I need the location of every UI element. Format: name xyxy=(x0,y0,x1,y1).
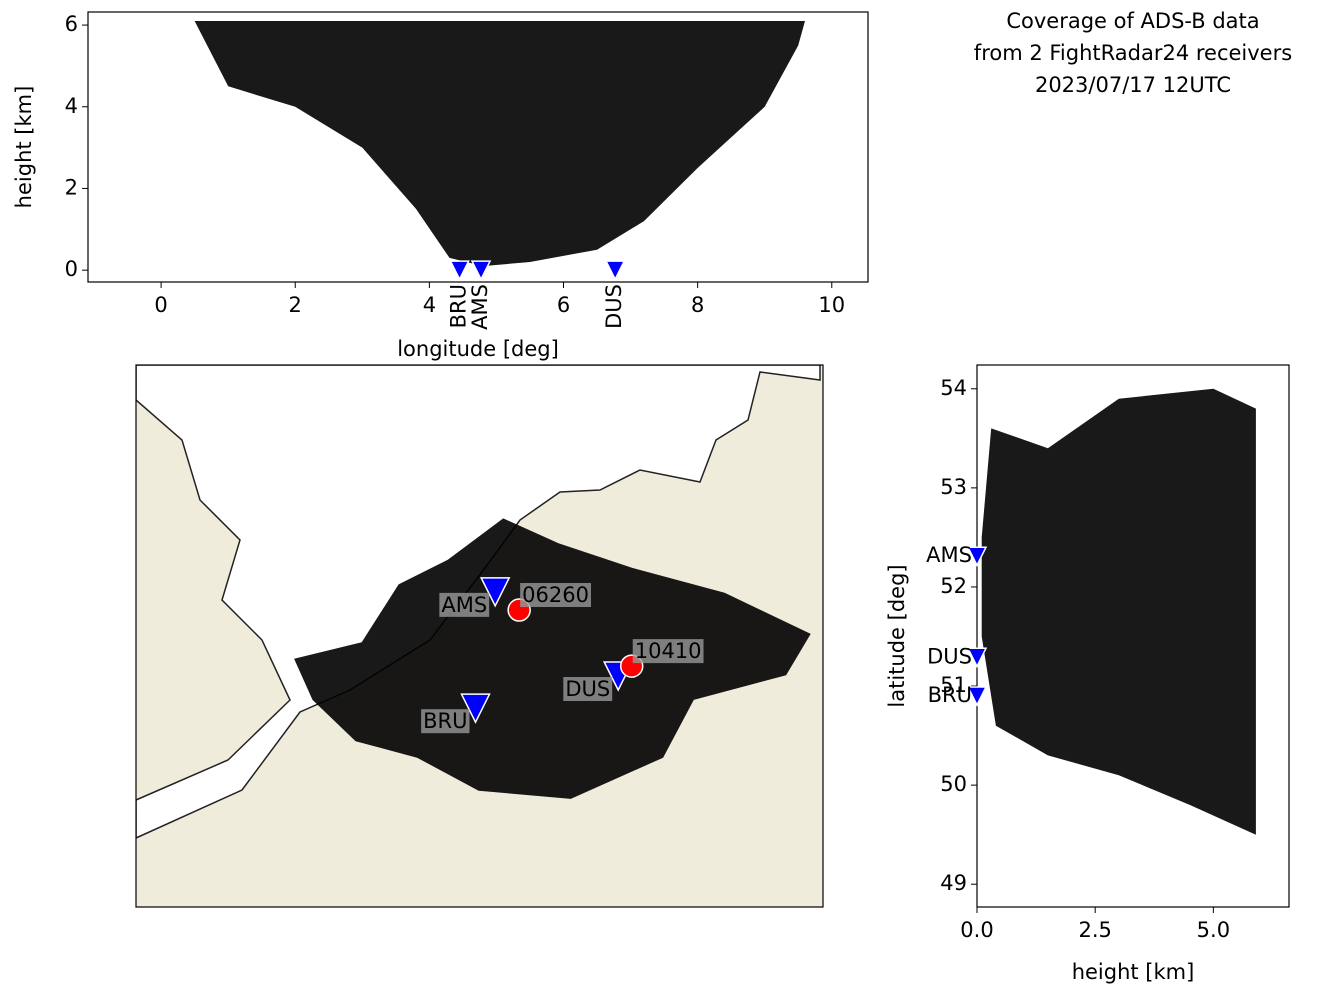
plot-area xyxy=(136,365,823,907)
station-label: BRU xyxy=(447,284,471,328)
station-marker xyxy=(966,686,988,707)
x-tick-label: 2 xyxy=(289,293,302,317)
station-label: DUS xyxy=(565,677,610,701)
y-tick-label: 49 xyxy=(940,871,967,895)
x-tick-label: 2.5 xyxy=(1078,918,1111,942)
y-tick-label: 4 xyxy=(65,94,78,118)
x-tick-label: 0 xyxy=(154,293,167,317)
station-label: BRU xyxy=(928,683,972,707)
label-box xyxy=(421,709,470,734)
label-box xyxy=(439,592,490,617)
x-tick-label: 8 xyxy=(691,293,704,317)
station-marker xyxy=(966,647,988,668)
y-tick-label: 6 xyxy=(65,12,78,36)
station-label: AMS xyxy=(926,543,972,567)
station-marker xyxy=(604,260,626,281)
y-tick-label: 52 xyxy=(940,574,967,598)
station-label: DUS xyxy=(927,644,972,668)
title: 2023/07/17 12UTC xyxy=(1035,73,1231,97)
y-axis-label: height [km] xyxy=(12,86,36,209)
radiosonde-label: 10410 xyxy=(635,639,702,663)
y-tick-label: 54 xyxy=(940,376,967,400)
axes-frame xyxy=(976,364,1290,908)
label-box xyxy=(632,639,704,664)
station-label: BRU xyxy=(423,709,467,733)
station-label: AMS xyxy=(468,284,492,330)
x-axis-label: longitude [deg] xyxy=(397,337,559,361)
station-label: AMS xyxy=(441,593,487,617)
y-axis-label: latitude [deg] xyxy=(885,564,909,707)
y-tick-label: 50 xyxy=(940,772,967,796)
station-marker xyxy=(449,260,470,281)
y-tick-label: 2 xyxy=(65,175,78,199)
title: Coverage of ADS-B data xyxy=(1006,9,1259,33)
coverage-area xyxy=(981,388,1256,835)
station-marker xyxy=(470,260,492,281)
station-marker xyxy=(479,577,511,608)
x-axis-label: height [km] xyxy=(1072,960,1195,984)
station-marker xyxy=(966,546,988,567)
y-tick-label: 51 xyxy=(940,673,967,697)
x-tick-label: 10 xyxy=(818,293,845,317)
x-tick-label: 4 xyxy=(423,293,436,317)
plot-area xyxy=(194,21,806,267)
radiosonde-label: 06260 xyxy=(522,583,589,607)
label-box xyxy=(520,583,591,608)
axes-frame xyxy=(135,364,824,908)
y-tick-label: 0 xyxy=(65,257,78,281)
label-box xyxy=(563,677,613,702)
y-tick-label: 53 xyxy=(940,475,967,499)
plot-area xyxy=(981,388,1256,835)
station-marker xyxy=(460,693,491,724)
title: from 2 FightRadar24 receivers xyxy=(974,41,1292,65)
axes-frame xyxy=(87,11,869,283)
station-label: DUS xyxy=(602,284,626,329)
x-tick-label: 6 xyxy=(557,293,570,317)
coverage-area xyxy=(194,21,806,267)
x-tick-label: 0.0 xyxy=(960,918,993,942)
x-tick-label: 5.0 xyxy=(1197,918,1230,942)
